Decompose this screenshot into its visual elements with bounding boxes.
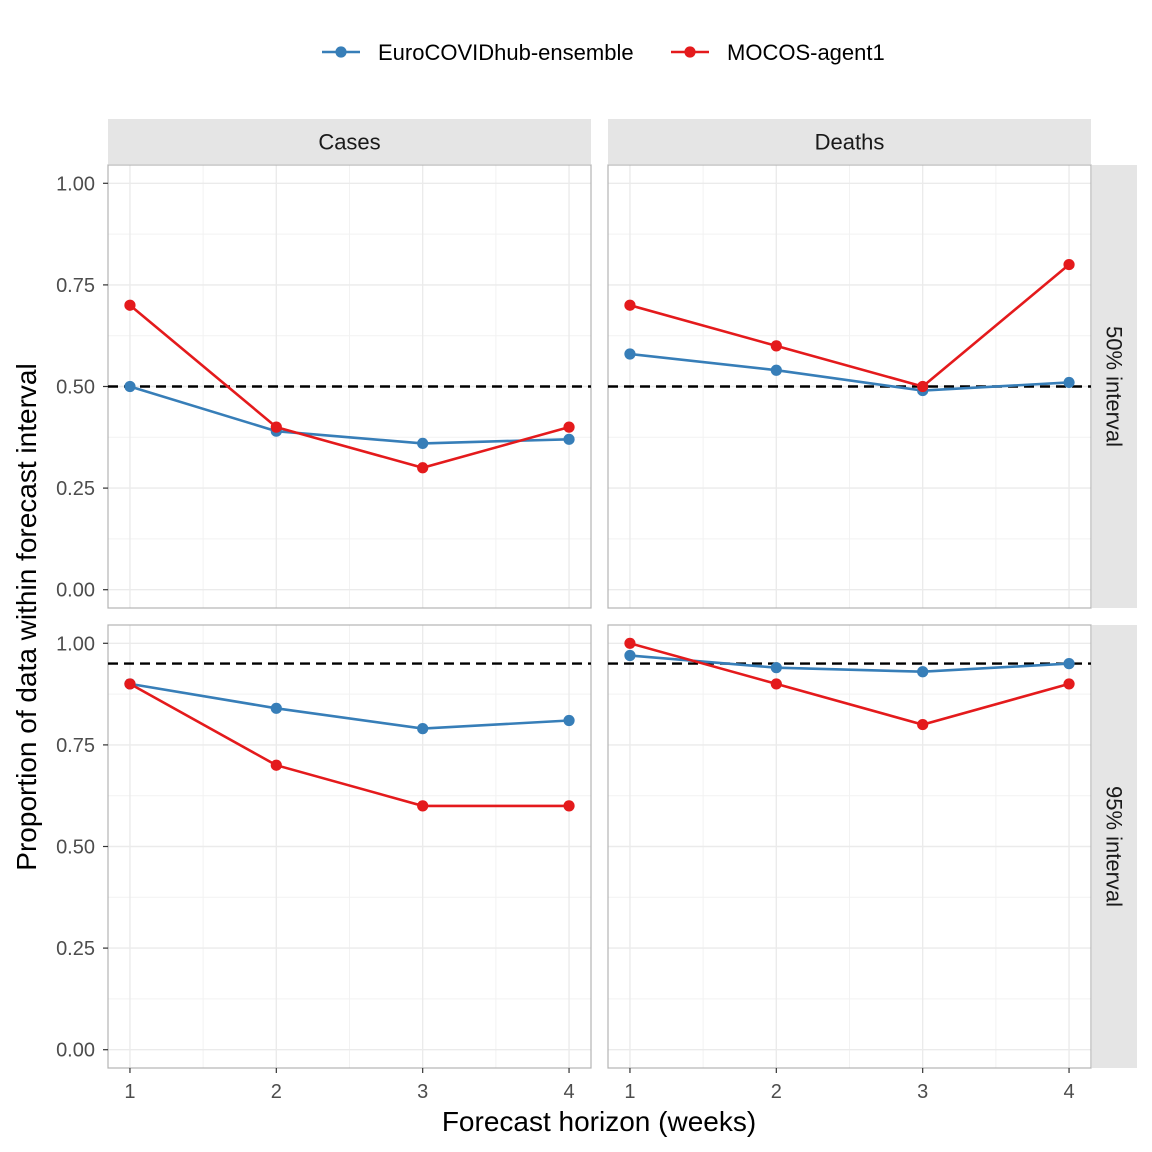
strip-label-row-2: 95% interval bbox=[1102, 786, 1127, 907]
legend-item-eurocovidhub-ensemble: EuroCOVIDhub-ensemble bbox=[322, 40, 634, 65]
point-mocos-agent1 bbox=[270, 421, 282, 433]
point-mocos-agent1 bbox=[770, 340, 782, 352]
legend-label: EuroCOVIDhub-ensemble bbox=[378, 40, 634, 65]
series-line-mocos-agent1 bbox=[129, 682, 569, 808]
legend-swatch-point bbox=[335, 46, 347, 58]
panel-cases-row-2 bbox=[107, 624, 592, 1069]
point-mocos-agent1 bbox=[917, 718, 929, 731]
strip-row-1 bbox=[1092, 165, 1137, 608]
point-mocos-agent1 bbox=[417, 462, 429, 474]
x-tick-label: 1 bbox=[124, 1081, 135, 1103]
point-eurocovidhub-ensemble bbox=[270, 702, 282, 714]
x-axis-title: Forecast horizon (weeks) bbox=[442, 1106, 756, 1137]
point-eurocovidhub-ensemble bbox=[563, 433, 575, 445]
point-mocos-agent1 bbox=[1063, 678, 1075, 690]
point-eurocovidhub-ensemble bbox=[417, 437, 429, 449]
legend-label: MOCOS-agent1 bbox=[727, 40, 885, 65]
point-eurocovidhub-ensemble bbox=[624, 649, 636, 662]
point-mocos-agent1 bbox=[624, 637, 636, 649]
strip-row-2 bbox=[1092, 625, 1137, 1068]
y-axis-ticks: 0.00 0.25 0.50 0.75 1.00 0.00 0.25 0.50 0.75 1.00 bbox=[56, 173, 108, 1062]
point-mocos-agent1 bbox=[417, 800, 429, 812]
series-line-eurocovidhub-ensemble bbox=[629, 654, 1070, 674]
point-mocos-agent1 bbox=[770, 678, 782, 690]
strip-label-deaths: Deaths bbox=[815, 130, 885, 155]
strip-label-row-1: 50% interval bbox=[1102, 326, 1127, 447]
series-line-eurocovidhub-ensemble bbox=[129, 385, 570, 445]
point-eurocovidhub-ensemble bbox=[1063, 376, 1075, 389]
panel-deaths-row-2 bbox=[607, 624, 1092, 1069]
x-tick-label: 3 bbox=[917, 1081, 928, 1103]
point-mocos-agent1 bbox=[124, 299, 136, 311]
panel-border bbox=[607, 624, 1092, 1069]
y-tick-label: 0.25 bbox=[56, 478, 95, 500]
series-line-mocos-agent1 bbox=[629, 642, 1070, 726]
x-tick-label: 1 bbox=[624, 1081, 635, 1103]
x-tick-label: 4 bbox=[1063, 1081, 1074, 1103]
facet-panels bbox=[107, 164, 1092, 1069]
y-tick-label: 1.00 bbox=[56, 173, 95, 195]
panel-cases-row-1 bbox=[107, 164, 592, 609]
x-tick-label: 4 bbox=[563, 1081, 574, 1103]
series-line-eurocovidhub-ensemble bbox=[129, 682, 570, 730]
legend: EuroCOVIDhub-ensemble MOCOS-agent1 bbox=[322, 40, 885, 65]
panel-deaths-row-1 bbox=[607, 164, 1092, 609]
point-mocos-agent1 bbox=[124, 678, 136, 690]
point-eurocovidhub-ensemble bbox=[770, 662, 782, 674]
x-axis-ticks: 1 2 3 4 1 2 3 4 bbox=[124, 1068, 1075, 1103]
y-tick-label: 0.50 bbox=[56, 377, 95, 399]
point-mocos-agent1 bbox=[624, 299, 636, 311]
y-tick-label: 0.50 bbox=[56, 837, 95, 859]
y-tick-label: 0.75 bbox=[56, 735, 95, 757]
point-eurocovidhub-ensemble bbox=[917, 666, 929, 678]
point-eurocovidhub-ensemble bbox=[770, 364, 782, 376]
point-mocos-agent1 bbox=[270, 759, 282, 771]
point-eurocovidhub-ensemble bbox=[417, 723, 429, 735]
x-tick-label: 2 bbox=[271, 1081, 282, 1103]
x-tick-label: 2 bbox=[771, 1081, 782, 1103]
point-eurocovidhub-ensemble bbox=[624, 348, 636, 360]
point-eurocovidhub-ensemble bbox=[124, 380, 136, 393]
point-mocos-agent1 bbox=[1063, 258, 1075, 271]
series-line-eurocovidhub-ensemble bbox=[629, 352, 1070, 392]
x-tick-label: 3 bbox=[417, 1081, 428, 1103]
strip-cases bbox=[108, 119, 591, 164]
point-eurocovidhub-ensemble bbox=[1063, 658, 1075, 670]
point-mocos-agent1 bbox=[563, 800, 575, 812]
facet-strips: Cases Deaths 50% interval 95% interval bbox=[108, 119, 1137, 1068]
legend-swatch-point bbox=[684, 46, 696, 58]
y-tick-label: 0.00 bbox=[56, 1040, 95, 1062]
y-axis-title: Proportion of data within forecast inter… bbox=[11, 363, 42, 870]
strip-label-cases: Cases bbox=[318, 130, 380, 155]
legend-item-mocos-agent1: MOCOS-agent1 bbox=[671, 40, 885, 65]
y-tick-label: 0.00 bbox=[56, 580, 95, 602]
point-eurocovidhub-ensemble bbox=[563, 714, 575, 727]
point-mocos-agent1 bbox=[563, 421, 575, 433]
point-mocos-agent1 bbox=[917, 380, 929, 393]
strip-deaths bbox=[608, 119, 1091, 164]
series-line-mocos-agent1 bbox=[129, 304, 570, 470]
y-tick-label: 0.25 bbox=[56, 938, 95, 960]
y-tick-label: 1.00 bbox=[56, 633, 95, 655]
y-tick-label: 0.75 bbox=[56, 275, 95, 297]
series-line-mocos-agent1 bbox=[629, 263, 1070, 388]
